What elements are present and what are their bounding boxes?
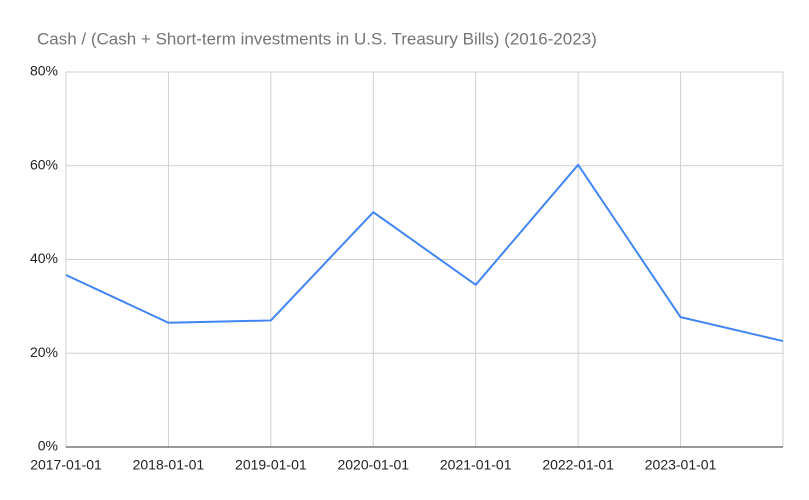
x-tick-label: 2023-01-01 — [645, 457, 717, 473]
y-tick-label: 20% — [30, 344, 58, 360]
x-tick-label: 2017-01-01 — [30, 457, 102, 473]
x-tick-label: 2022-01-01 — [542, 457, 614, 473]
y-tick-label: 60% — [30, 156, 58, 172]
x-tick-label: 2021-01-01 — [440, 457, 512, 473]
x-tick-label: 2020-01-01 — [337, 457, 409, 473]
data-line — [65, 163, 784, 343]
chart-title: Cash / (Cash + Short-term investments in… — [37, 29, 597, 48]
x-tick-label: 2019-01-01 — [235, 457, 307, 473]
y-tick-label: 80% — [30, 63, 58, 79]
y-tick-label: 0% — [38, 438, 58, 454]
x-tick-label: 2018-01-01 — [133, 457, 205, 473]
y-tick-label: 40% — [30, 250, 58, 266]
